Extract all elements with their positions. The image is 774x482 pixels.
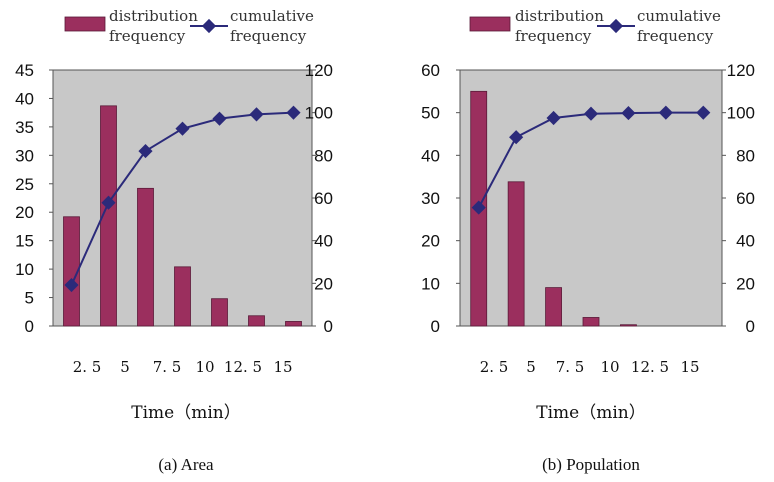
chart-caption: (b) Population	[542, 455, 640, 474]
x-tick-label: 10	[195, 358, 214, 376]
y-left-tick-label: 5	[25, 289, 34, 308]
y-right-tick-label: 120	[305, 61, 333, 80]
y-right-tick-label: 120	[727, 61, 755, 80]
bar	[545, 287, 562, 327]
bar	[174, 266, 191, 327]
x-tick-label: 15	[273, 358, 292, 376]
bar	[248, 315, 265, 327]
x-axis-label: Time（min）	[536, 403, 645, 423]
y-right-tick-label: 80	[736, 146, 755, 165]
legend-line-label-line2: frequency	[230, 27, 307, 45]
y-right-tick-label: 100	[305, 104, 333, 123]
y-left-tick-label: 40	[421, 146, 440, 165]
y-left-tick-label: 20	[15, 203, 34, 222]
cumulative-point	[471, 200, 486, 215]
x-tick-label: 2. 5	[73, 358, 102, 376]
cumulative-point	[286, 105, 301, 120]
chart-area: distribution frequency cumulative freque…	[15, 7, 333, 474]
y-left-tick-label: 10	[421, 274, 440, 293]
legend-bar-label-line2: frequency	[109, 27, 186, 45]
y-right-tick-label: 20	[736, 274, 755, 293]
cumulative-point	[696, 105, 711, 120]
cumulative-point	[175, 121, 190, 136]
cumulative-point	[583, 106, 599, 121]
legend-bar-swatch	[469, 16, 511, 32]
y-right-tick-label: 0	[324, 317, 333, 336]
cumulative-point	[658, 105, 673, 120]
chart-population: distribution frequency cumulative freque…	[421, 7, 755, 474]
legend-bar-label-line2: frequency	[515, 27, 592, 45]
legend-line-label-line1: cumulative	[637, 7, 721, 25]
y-left-tick-label: 40	[15, 89, 34, 108]
legend-line-marker	[201, 18, 217, 34]
y-left-tick-label: 25	[15, 175, 34, 194]
bar	[507, 181, 525, 327]
y-left-tick-label: 60	[421, 61, 440, 80]
y-left-tick-label: 0	[25, 317, 34, 336]
legend-bar-label-line1: distribution	[515, 7, 604, 25]
y-left-tick-label: 45	[15, 61, 34, 80]
cumulative-point	[138, 143, 153, 159]
cumulative-point	[621, 106, 636, 121]
y-left-tick-label: 35	[15, 118, 34, 137]
legend-bar-label-line1: distribution	[109, 7, 198, 25]
x-tick-label: 12. 5	[631, 358, 669, 376]
legend-bar-swatch	[64, 16, 106, 32]
legend-line-label-line2: frequency	[637, 27, 714, 45]
bar	[582, 317, 600, 327]
y-right-tick-label: 40	[736, 232, 755, 251]
bar	[620, 324, 637, 327]
bar	[285, 321, 302, 327]
y-right-tick-label: 40	[314, 232, 333, 251]
x-tick-label: 7. 5	[153, 358, 182, 376]
x-axis-label: Time（min）	[131, 403, 240, 423]
x-tick-label: 15	[680, 358, 699, 376]
legend-line-marker	[608, 18, 624, 34]
bar	[100, 105, 117, 327]
chart-marks: 0 5 10 15 20 25 30 35 40 45 0 20 40 60 80 100 120 2. 5 5 7.…	[15, 61, 333, 376]
y-left-tick-label: 10	[15, 260, 34, 279]
x-tick-label: 5	[526, 358, 536, 376]
y-left-tick-label: 30	[15, 146, 34, 165]
bar	[63, 216, 80, 327]
y-right-tick-label: 80	[314, 146, 333, 165]
y-left-tick-label: 50	[421, 104, 440, 123]
y-right-tick-label: 60	[314, 189, 333, 208]
y-left-tick-label: 0	[431, 317, 440, 336]
cumulative-point	[64, 277, 79, 293]
x-tick-label: 2. 5	[480, 358, 509, 376]
y-right-tick-label: 0	[746, 317, 755, 336]
x-tick-label: 7. 5	[556, 358, 585, 376]
y-right-tick-label: 20	[314, 274, 333, 293]
cumulative-point	[546, 110, 561, 126]
bar	[211, 298, 228, 327]
bar	[137, 187, 154, 327]
legend-line-label-line1: cumulative	[230, 7, 314, 25]
y-left-tick-label: 20	[421, 232, 440, 251]
y-left-tick-label: 15	[15, 232, 34, 251]
y-right-tick-label: 100	[727, 104, 755, 123]
y-right-tick-label: 60	[736, 189, 755, 208]
y-left-tick-label: 30	[421, 189, 440, 208]
x-tick-label: 5	[120, 358, 130, 376]
x-tick-label: 10	[600, 358, 619, 376]
chart-caption: (a) Area	[158, 455, 214, 474]
chart-marks: 0 10 20 30 40 50 60 0 20 40 60 80 100 120 2. 5 5 7. 5 10 1…	[421, 61, 755, 376]
x-tick-label: 12. 5	[224, 358, 262, 376]
